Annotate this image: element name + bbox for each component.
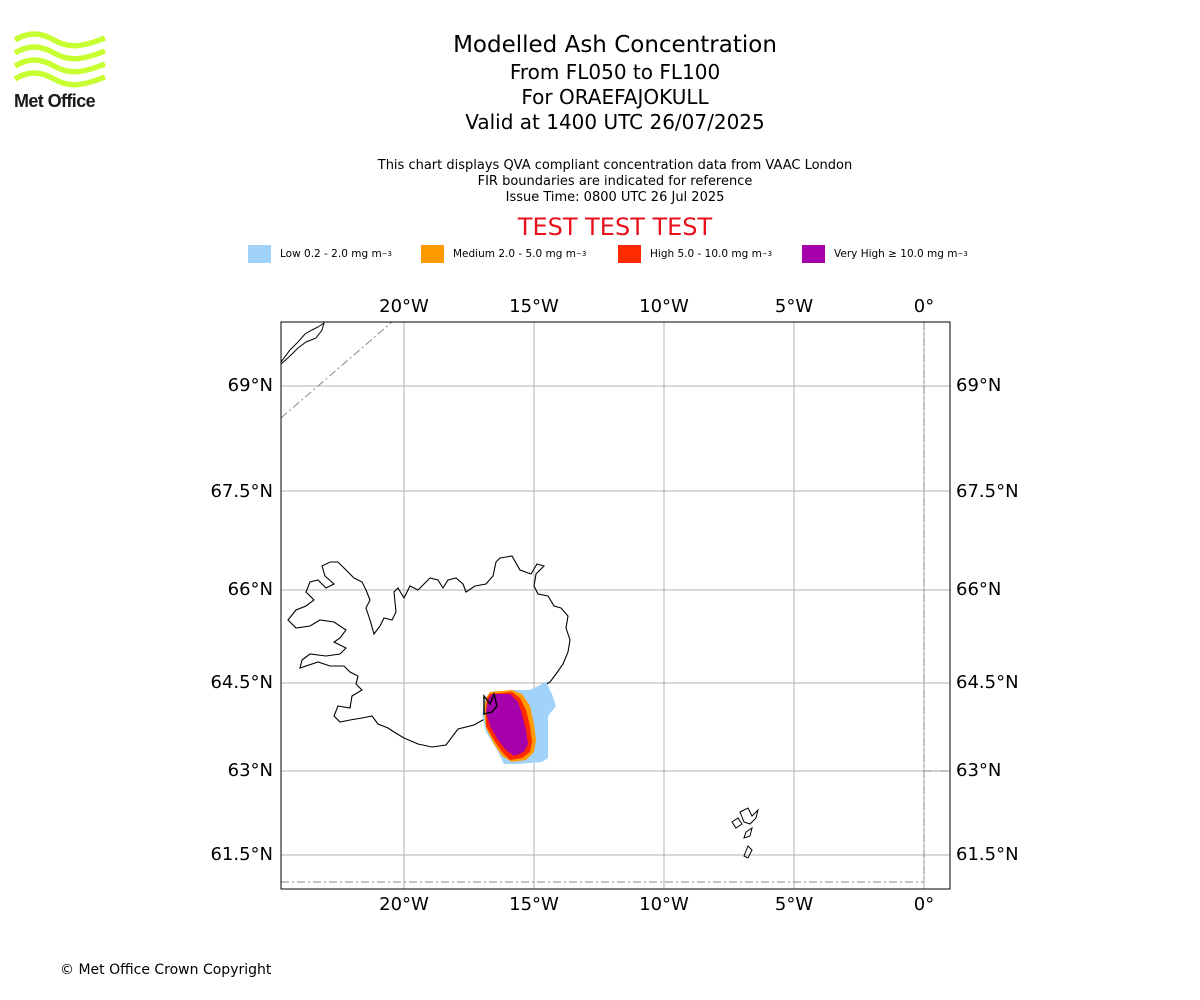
info-line-fir: FIR boundaries are indicated for referen… — [477, 174, 753, 189]
lon-label-top-15w: 15°W — [509, 296, 559, 317]
greenland-coastline — [281, 322, 325, 365]
legend-item-low: Low 0.2 - 2.0 mg m −3 — [248, 244, 392, 264]
legend-item-very-high: Very High ≥ 10.0 mg m −3 — [802, 244, 968, 264]
lon-label-top-5w: 5°W — [775, 296, 813, 317]
lat-label-left-69n: 69°N — [228, 375, 273, 396]
legend-item-high: High 5.0 - 10.0 mg m −3 — [618, 244, 772, 264]
lon-label-bottom-15w: 15°W — [509, 894, 559, 915]
map-gridlines — [281, 322, 950, 889]
lat-label-right-66n: 66°N — [956, 579, 1001, 600]
lat-label-right-69n: 69°N — [956, 375, 1001, 396]
legend-label-low: Low 0.2 - 2.0 mg m — [280, 248, 382, 260]
lat-label-right-67-5n: 67.5°N — [956, 481, 1019, 502]
lat-label-right-64-5n: 64.5°N — [956, 672, 1019, 693]
legend-swatch-low — [248, 245, 271, 263]
met-office-logo-text: Met Office — [14, 91, 96, 111]
lon-label-bottom-20w: 20°W — [379, 894, 429, 915]
lat-label-left-63n: 63°N — [228, 760, 273, 781]
flight-level-range: From FL050 to FL100 — [509, 60, 721, 84]
legend-sup-low: −3 — [381, 250, 393, 258]
lat-label-left-66n: 66°N — [228, 579, 273, 600]
legend-swatch-high — [618, 245, 641, 263]
lon-label-top-10w: 10°W — [639, 296, 689, 317]
legend-swatch-medium — [421, 245, 444, 263]
chart-info: This chart displays QVA compliant concen… — [315, 158, 915, 206]
lon-label-bottom-0: 0° — [914, 894, 934, 915]
lat-label-right-63n: 63°N — [956, 760, 1001, 781]
volcano-marker — [483, 691, 498, 715]
legend-label-medium: Medium 2.0 - 5.0 mg m — [453, 248, 576, 260]
fir-boundary-nw — [281, 322, 393, 419]
lat-label-right-61-5n: 61.5°N — [956, 844, 1019, 865]
lon-label-bottom-5w: 5°W — [775, 894, 813, 915]
legend-item-medium: Medium 2.0 - 5.0 mg m −3 — [421, 244, 586, 264]
iceland-coastline — [287, 555, 571, 748]
ash-very-high-contour — [486, 694, 528, 756]
chart-titles: Modelled Ash Concentration From FL050 to… — [315, 30, 915, 135]
ash-concentration-area — [482, 682, 556, 764]
legend-sup-high: −3 — [761, 250, 773, 258]
legend-label-high: High 5.0 - 10.0 mg m — [650, 248, 762, 260]
lat-label-left-61-5n: 61.5°N — [210, 844, 273, 865]
faroe-islands — [731, 807, 759, 859]
info-line-issue-time: Issue Time: 0800 UTC 26 Jul 2025 — [505, 190, 725, 205]
copyright-notice: © Met Office Crown Copyright — [60, 962, 272, 978]
fir-boundaries — [281, 322, 950, 883]
lat-label-left-67-5n: 67.5°N — [210, 481, 273, 502]
legend-sup-very-high: −3 — [957, 250, 968, 258]
met-office-logo — [14, 31, 106, 88]
volcano-name: For ORAEFAJOKULL — [521, 85, 709, 109]
test-banner: TEST TEST TEST — [517, 213, 713, 241]
lon-label-top-20w: 20°W — [379, 296, 429, 317]
legend-sup-medium: −3 — [575, 250, 587, 258]
lon-label-bottom-10w: 10°W — [639, 894, 689, 915]
valid-time: Valid at 1400 UTC 26/07/2025 — [465, 110, 765, 134]
info-line-qva: This chart displays QVA compliant concen… — [377, 158, 853, 173]
lat-label-left-64-5n: 64.5°N — [210, 672, 273, 693]
legend-swatch-very-high — [802, 245, 825, 263]
legend-label-very-high: Very High ≥ 10.0 mg m — [834, 248, 958, 260]
chart-title: Modelled Ash Concentration — [453, 32, 777, 58]
lon-label-top-0: 0° — [914, 296, 934, 317]
map-frame — [280, 321, 951, 890]
